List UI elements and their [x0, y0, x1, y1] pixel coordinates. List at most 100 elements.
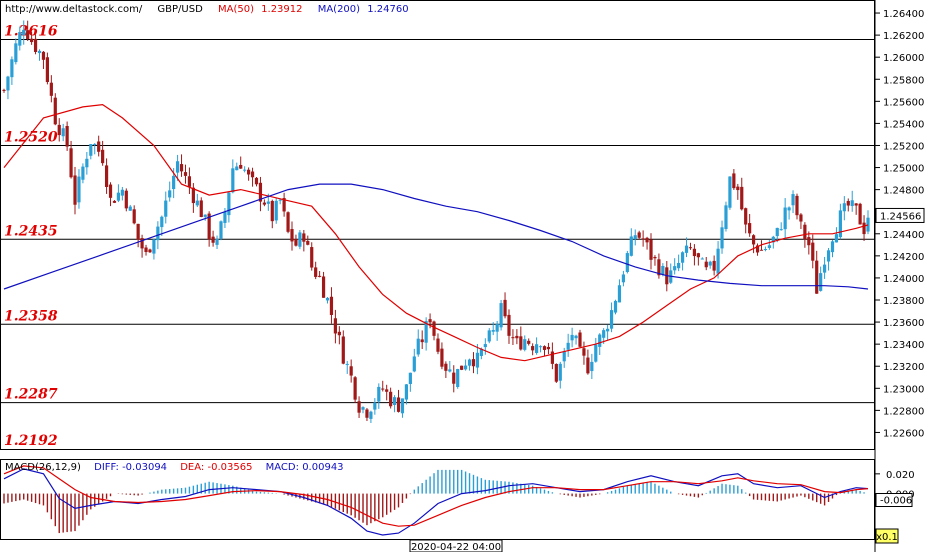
- y-tick-label: 1.25600: [883, 97, 924, 108]
- candle-body: [389, 391, 393, 407]
- candle-body: [250, 171, 255, 178]
- macd-indicator: [3, 465, 869, 536]
- candle-body: [314, 267, 318, 277]
- candle-body: [140, 238, 144, 249]
- candle-body: [838, 210, 842, 238]
- candle-body: [69, 148, 73, 178]
- candle-body: [26, 30, 30, 40]
- candle-body: [6, 76, 10, 91]
- candle-body: [302, 233, 306, 242]
- candle-body: [89, 144, 93, 156]
- candle-body: [112, 200, 117, 203]
- candle-body: [815, 260, 819, 294]
- corner-badge[interactable]: x0.1: [876, 532, 898, 543]
- candle-body: [744, 208, 748, 225]
- candle-body: [846, 200, 850, 206]
- candle-body: [602, 330, 606, 338]
- y-tick-label: 1.24000: [883, 274, 924, 285]
- candle-body: [337, 331, 341, 336]
- candle-body: [97, 141, 101, 152]
- candle-body: [136, 223, 140, 240]
- candle-body: [219, 221, 223, 239]
- candle-body: [164, 200, 168, 217]
- candle-body: [503, 299, 507, 317]
- candle-body: [385, 389, 389, 392]
- candle-body: [633, 235, 637, 240]
- candle-body: [613, 300, 618, 313]
- candle-body: [37, 50, 42, 54]
- candle-body: [14, 43, 18, 63]
- candle-body: [215, 238, 219, 245]
- candle-body: [195, 200, 199, 206]
- candle-body: [341, 336, 345, 364]
- candle-body: [49, 82, 53, 96]
- level-label: 1.2435: [4, 223, 58, 239]
- candle-body: [45, 57, 49, 83]
- candle-body: [862, 222, 866, 235]
- candle-body: [254, 177, 259, 185]
- ma50-line: [3, 103, 869, 362]
- candle-body: [266, 201, 270, 204]
- candle-body: [207, 213, 211, 240]
- candle-body: [641, 238, 645, 240]
- candle-body: [172, 175, 176, 190]
- candle-body: [270, 200, 274, 222]
- candle-body: [586, 357, 590, 374]
- candle-body: [57, 124, 61, 136]
- candle-body: [499, 303, 503, 328]
- site-url: http://www.deltastock.com/: [5, 4, 143, 15]
- y-tick-label: 1.24400: [883, 230, 924, 241]
- candle-body: [321, 276, 326, 298]
- candle-body: [18, 32, 22, 46]
- candle-body: [566, 342, 570, 350]
- candle-body: [590, 361, 594, 372]
- level-label: 1.2287: [4, 387, 58, 403]
- y-tick-label: 1.24800: [883, 186, 924, 197]
- candle-body: [2, 89, 6, 91]
- candle-body: [93, 143, 97, 145]
- y-tick-label: 1.26400: [883, 9, 924, 20]
- candle-body: [81, 166, 85, 180]
- candle-body: [791, 194, 795, 206]
- candle-body: [609, 310, 614, 329]
- y-tick-label: 1.25000: [883, 164, 924, 175]
- candle-body: [432, 321, 436, 336]
- candle-body: [594, 344, 598, 362]
- candle-body: [550, 351, 554, 364]
- candle-body: [799, 214, 803, 222]
- candle-body: [708, 261, 712, 266]
- candle-body: [199, 200, 203, 217]
- candle-body: [807, 237, 811, 246]
- candle-body: [396, 397, 401, 412]
- candle-body: [460, 365, 464, 370]
- price-panel-frame: [0, 0, 875, 450]
- candle-body: [692, 248, 697, 257]
- candle-body: [562, 351, 566, 362]
- candle-body: [661, 266, 665, 275]
- macd-dea-line: [3, 465, 869, 527]
- candle-body: [148, 249, 152, 253]
- ma200-value: 1.24760: [367, 4, 408, 15]
- candle-body: [10, 59, 14, 78]
- candle-body: [116, 192, 121, 201]
- candle-body: [286, 212, 290, 232]
- candle-body: [168, 190, 172, 198]
- candle-body: [688, 247, 693, 249]
- diff-label: DIFF:: [94, 462, 119, 473]
- candle-body: [258, 182, 263, 202]
- candle-body: [452, 372, 456, 384]
- candle-body: [298, 232, 302, 247]
- candle-body: [392, 397, 397, 405]
- candle-body: [463, 365, 468, 370]
- price-axis: 1.26400 1.26200 1.26000 1.25800 1.25600 1.254…: [875, 9, 925, 439]
- level-label: 1.2192: [4, 433, 58, 449]
- level-label: 1.2616: [4, 24, 58, 40]
- candle-body: [582, 348, 586, 356]
- y-tick-label: 1.22600: [883, 428, 924, 439]
- candle-body: [53, 97, 57, 125]
- macd-axis: 0.0200.000-0.006: [875, 470, 915, 508]
- candle-body: [420, 339, 424, 343]
- candle-body: [712, 260, 716, 271]
- candle-body: [373, 402, 377, 410]
